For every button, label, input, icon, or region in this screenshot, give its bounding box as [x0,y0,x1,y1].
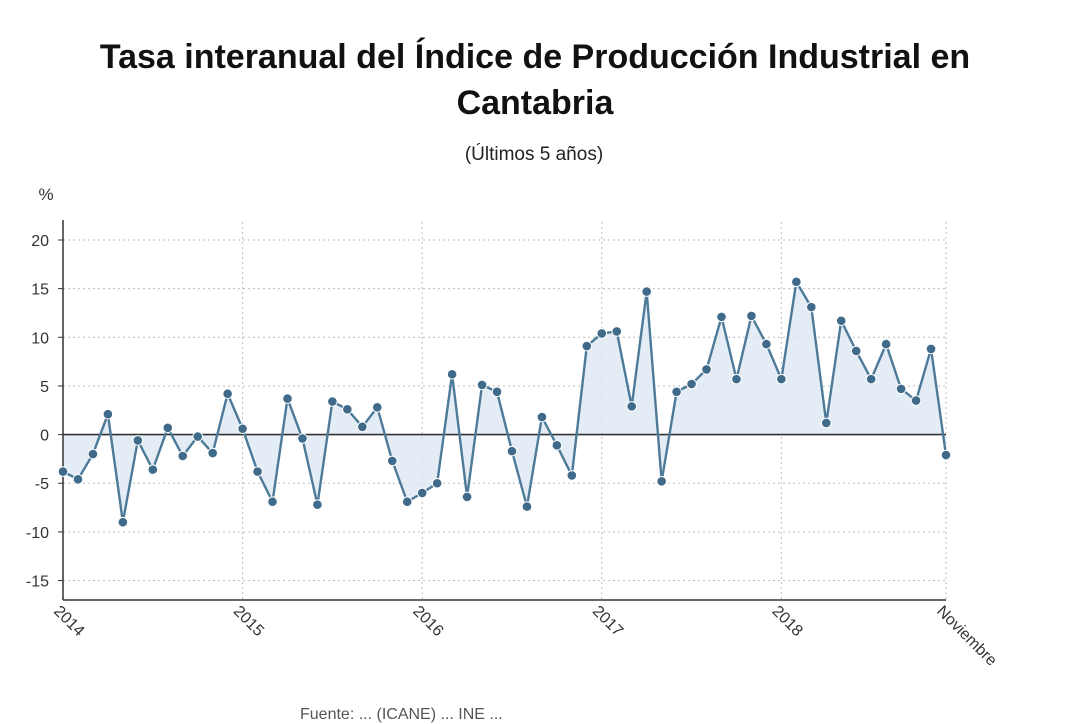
data-point [671,386,682,398]
data-point [401,496,413,508]
y-tick-label: 15 [31,282,49,299]
y-tick-label: 10 [31,330,49,347]
data-point [566,470,578,481]
y-tick-label: -10 [26,525,49,542]
data-point [147,464,159,475]
data-point [701,364,712,375]
x-tick-label: 2017 [589,603,626,640]
x-tick-label: 2018 [769,603,806,640]
data-point [72,474,84,485]
data-point [806,301,817,313]
chart-title: Tasa interanual del Índice de Producción… [99,38,971,122]
area-fill-layer [63,281,946,523]
data-point [716,311,727,323]
data-point [820,417,832,429]
data-point [491,386,503,398]
x-tick-label: 2014 [50,603,87,640]
y-tick-label: 20 [31,233,49,250]
data-point [895,383,907,395]
data-point [57,466,69,477]
data-point [386,455,398,467]
data-point [431,477,443,489]
data-point [446,368,458,380]
chart-subtitle: (Últimos 5 años) [464,144,604,165]
data-point [536,411,548,423]
data-point [776,373,787,385]
data-point [521,501,533,512]
data-point [237,423,248,435]
data-point [476,379,488,391]
data-point [611,326,623,337]
source-note: Fuente: ... (ICANE) ... INE ... [300,706,503,723]
data-point [850,345,862,357]
x-tick-label: 2016 [409,603,446,640]
data-point [102,408,114,420]
data-point [297,433,308,444]
data-point [880,338,892,350]
data-point [686,378,697,390]
data-point [761,338,772,350]
data-point [731,373,742,385]
x-tick-label: 2015 [230,603,267,640]
data-point [791,276,802,288]
data-point [656,475,667,487]
data-point [312,499,323,510]
y-tick-label: 5 [40,379,49,396]
data-point [132,435,144,446]
data-point [177,450,189,462]
data-point [596,328,608,339]
data-point [461,491,473,503]
x-tick-label: Noviembre [933,603,1000,670]
data-point [925,343,937,355]
data-point [940,449,952,461]
data-point [581,340,593,352]
data-point-layer [57,276,952,528]
data-point [416,487,428,499]
data-point [506,445,518,457]
data-point [626,401,638,412]
data-point [551,439,563,451]
y-tick-label: -15 [26,574,49,591]
data-point [282,393,293,404]
data-point [117,516,129,528]
data-point [865,373,877,385]
y-axis-unit-label: % [38,185,53,204]
data-point [371,402,383,413]
data-point [641,286,652,297]
data-point [252,466,263,477]
data-point [342,403,353,415]
data-point [835,315,847,327]
data-point [207,447,218,459]
data-point [357,421,368,433]
data-point [87,448,99,460]
data-point [910,395,922,406]
data-point [327,396,338,407]
area-fill [63,281,946,523]
y-tick-label: -5 [35,476,49,493]
data-point [267,496,278,508]
y-tick-label: 0 [40,428,49,445]
data-point [192,431,203,442]
data-point [162,422,174,434]
data-point [222,388,233,400]
data-point [746,310,757,322]
axis-layer [58,220,946,601]
